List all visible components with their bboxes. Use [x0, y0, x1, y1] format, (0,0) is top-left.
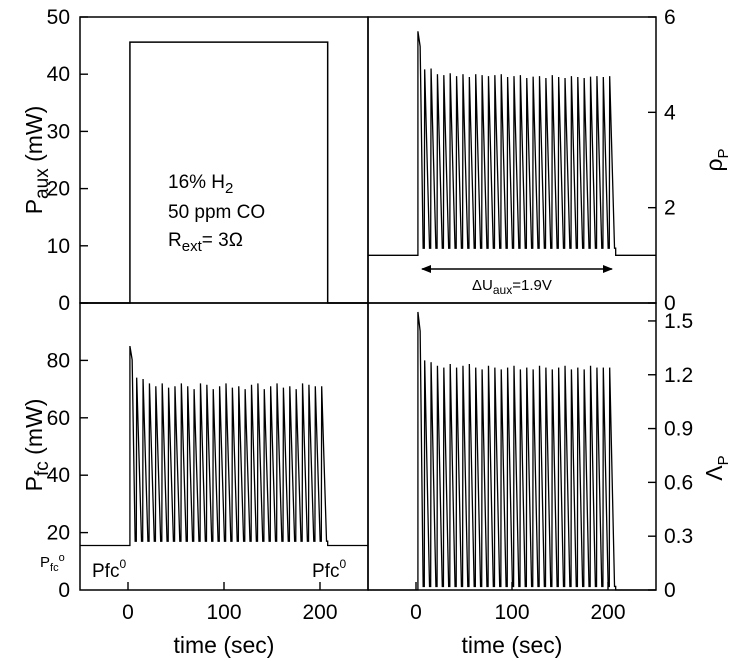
panel-bottom-left-frame: [79, 302, 369, 591]
xtick-label-left: 0: [122, 601, 134, 624]
ytick-label-lambda: 0.9: [664, 418, 693, 441]
x-axis-label-left: time (sec): [174, 632, 275, 658]
xtick-label-right: 200: [590, 601, 625, 624]
annotation-h2: 16% H2: [168, 172, 233, 197]
series-line-rho: [368, 31, 656, 256]
panel-top-right-frame: [367, 16, 657, 304]
y-axis-label-lambda: ΛP: [701, 455, 732, 480]
ytick-label-paux: 20: [47, 178, 70, 201]
ytick-label-pfc: 20: [47, 522, 70, 545]
annotation-pfc-right: Pfc0: [312, 557, 346, 582]
ytick-label-rho: 4: [664, 101, 676, 124]
y-axis-label-paux: Paux (mW): [21, 106, 53, 215]
axis-ticks: 0 10 20 30 40 50 0 2 4 6 20 40 60 80 0 0 0.3 0.6 0.9 1.2 1.5…: [47, 6, 694, 624]
y-axis-label-pfc: Pfc (mW): [21, 399, 53, 492]
series-line-lambda: [368, 311, 656, 591]
ytick-label-paux: 40: [47, 63, 70, 86]
annotation-co: 50 ppm CO: [168, 202, 265, 223]
xtick-label-left: 100: [206, 601, 241, 624]
ytick-label-paux: 30: [47, 120, 70, 143]
ytick-label-lambda: 0.3: [664, 525, 693, 548]
y-axis-label-rho: ρP: [701, 148, 732, 171]
annotation-pfc-left: Pfc0: [92, 557, 126, 582]
ytick-label-pfc-zero: 0: [58, 579, 70, 602]
ytick-label-paux: 0: [58, 292, 70, 315]
ytick-label-lambda: 0: [664, 579, 676, 602]
annotation-delta-u: ΔUaux=1.9V: [472, 277, 552, 297]
annotation-pfc-axis: Pfco: [40, 552, 65, 574]
ytick-label-lambda: 1.5: [664, 310, 693, 333]
xtick-label-left: 200: [302, 601, 337, 624]
ytick-label-rho: 6: [664, 6, 676, 29]
ytick-label-rho: 0: [664, 292, 676, 315]
series-line-paux: [80, 41, 368, 304]
ytick-label-pfc: 60: [47, 407, 70, 430]
ytick-label-pfc: 80: [47, 349, 70, 372]
ytick-label-pfc: 40: [47, 464, 70, 487]
xtick-label-right: 0: [410, 601, 422, 624]
ytick-label-lambda: 0.6: [664, 471, 693, 494]
series-line-pfc: [80, 345, 368, 547]
ytick-label-paux: 50: [47, 6, 70, 29]
x-axis-label-right: time (sec): [462, 632, 563, 658]
ytick-label-lambda: 1.2: [664, 364, 693, 387]
panel-top-left-frame: [79, 16, 369, 304]
xtick-label-right: 100: [494, 601, 529, 624]
ytick-label-rho: 2: [664, 197, 676, 220]
ytick-label-paux: 10: [47, 235, 70, 258]
annotation-rext: Rext= 3Ω: [168, 230, 243, 255]
